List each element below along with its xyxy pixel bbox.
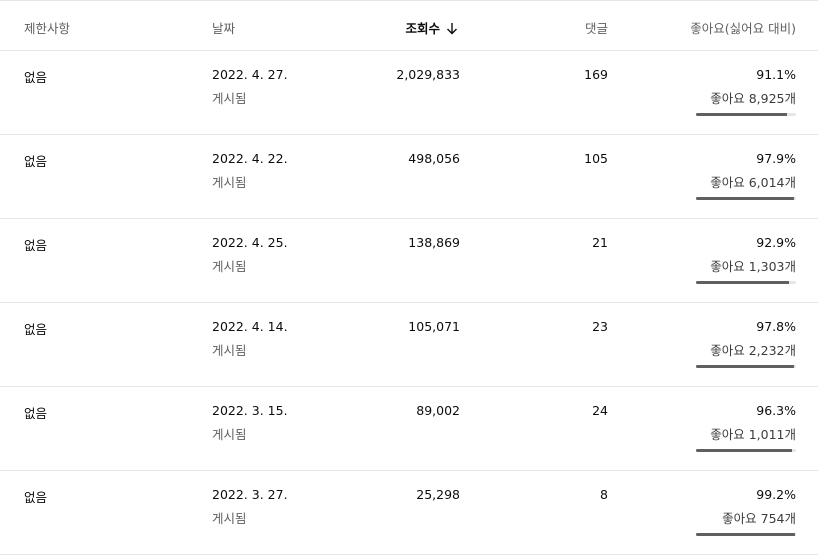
like-ratio-bar [696,533,796,536]
views-cell: 498,056 [408,151,460,166]
comments-cell: 169 [584,67,608,82]
date-cell: 2022. 4. 14. 게시됨 [212,319,288,359]
comments-cell: 105 [584,151,608,166]
restriction-cell: 없음 [24,238,48,253]
likes-cell: 97.9% 좋아요 6,014개 [710,151,796,191]
publish-status: 게시됨 [212,259,247,274]
views-cell: 138,869 [408,235,460,250]
like-ratio-fill [696,449,793,452]
comments-cell: 24 [592,403,608,418]
comments-cell: 21 [592,235,608,250]
date-cell: 2022. 3. 27. 게시됨 [212,487,288,527]
like-ratio-bar [696,365,796,368]
like-percentage: 91.1% [756,67,796,82]
like-percentage: 99.2% [756,487,796,502]
like-ratio-fill [696,365,794,368]
date-cell: 2022. 4. 22. 게시됨 [212,151,288,191]
like-count: 좋아요 754개 [722,511,796,526]
views-cell: 2,029,833 [396,67,460,82]
header-views[interactable]: 조회수 [405,18,458,37]
restriction-cell: 없음 [24,406,48,421]
header-comments[interactable]: 댓글 [584,21,608,36]
table-row[interactable]: 없음 2022. 3. 27. 게시됨 25,298 8 99.2% 좋아요 754개 [0,471,818,555]
likes-cell: 91.1% 좋아요 8,925개 [710,67,796,107]
date-value: 2022. 3. 15. [212,403,288,418]
date-value: 2022. 4. 27. [212,67,288,82]
date-value: 2022. 4. 22. [212,151,288,166]
like-ratio-fill [696,281,789,284]
date-cell: 2022. 4. 25. 게시됨 [212,235,288,275]
like-ratio-fill [696,113,788,116]
header-views-label: 조회수 [405,21,440,36]
header-restriction[interactable]: 제한사항 [24,21,71,36]
restriction-cell: 없음 [24,490,48,505]
like-percentage: 96.3% [756,403,796,418]
comments-cell: 23 [592,319,608,334]
like-ratio-bar [696,197,796,200]
date-cell: 2022. 4. 27. 게시됨 [212,67,288,107]
table-header: 제한사항 날짜 조회수 댓글 좋아요(싫어요 대비) [0,0,818,51]
restriction-cell: 없음 [24,322,48,337]
table-row[interactable]: 없음 2022. 4. 25. 게시됨 138,869 21 92.9% 좋아요 1,303… [0,219,818,303]
views-cell: 25,298 [416,487,460,502]
date-value: 2022. 3. 27. [212,487,288,502]
header-likes[interactable]: 좋아요(싫어요 대비) [690,21,796,36]
like-count: 좋아요 1,011개 [710,427,796,442]
likes-cell: 97.8% 좋아요 2,232개 [710,319,796,359]
like-percentage: 97.9% [756,151,796,166]
restriction-cell: 없음 [24,154,48,169]
likes-cell: 92.9% 좋아요 1,303개 [710,235,796,275]
table-row[interactable]: 없음 2022. 4. 14. 게시됨 105,071 23 97.8% 좋아요 2,232… [0,303,818,387]
restriction-cell: 없음 [24,70,48,85]
like-ratio-bar [696,449,796,452]
publish-status: 게시됨 [212,511,247,526]
like-ratio-fill [696,533,796,536]
like-count: 좋아요 2,232개 [710,343,796,358]
comments-cell: 8 [600,487,608,502]
date-value: 2022. 4. 14. [212,319,288,334]
like-percentage: 97.8% [756,319,796,334]
table-row[interactable]: 없음 2022. 4. 27. 게시됨 2,029,833 169 91.1% 좋아요 8,… [0,51,818,135]
likes-cell: 96.3% 좋아요 1,011개 [710,403,796,443]
views-cell: 89,002 [416,403,460,418]
publish-status: 게시됨 [212,343,247,358]
table-row[interactable]: 없음 2022. 4. 22. 게시됨 498,056 105 97.9% 좋아요 6,01… [0,135,818,219]
table-row[interactable]: 없음 2022. 3. 15. 게시됨 89,002 24 96.3% 좋아요 1,011개 [0,387,818,471]
like-ratio-fill [696,197,794,200]
publish-status: 게시됨 [212,427,247,442]
like-count: 좋아요 8,925개 [710,91,796,106]
like-ratio-bar [696,281,796,284]
publish-status: 게시됨 [212,175,247,190]
like-count: 좋아요 6,014개 [710,175,796,190]
date-value: 2022. 4. 25. [212,235,288,250]
likes-cell: 99.2% 좋아요 754개 [722,487,796,527]
like-count: 좋아요 1,303개 [710,259,796,274]
arrow-down-icon [446,21,458,36]
views-cell: 105,071 [408,319,460,334]
header-date[interactable]: 날짜 [212,21,236,36]
like-percentage: 92.9% [756,235,796,250]
like-ratio-bar [696,113,796,116]
publish-status: 게시됨 [212,91,247,106]
date-cell: 2022. 3. 15. 게시됨 [212,403,288,443]
